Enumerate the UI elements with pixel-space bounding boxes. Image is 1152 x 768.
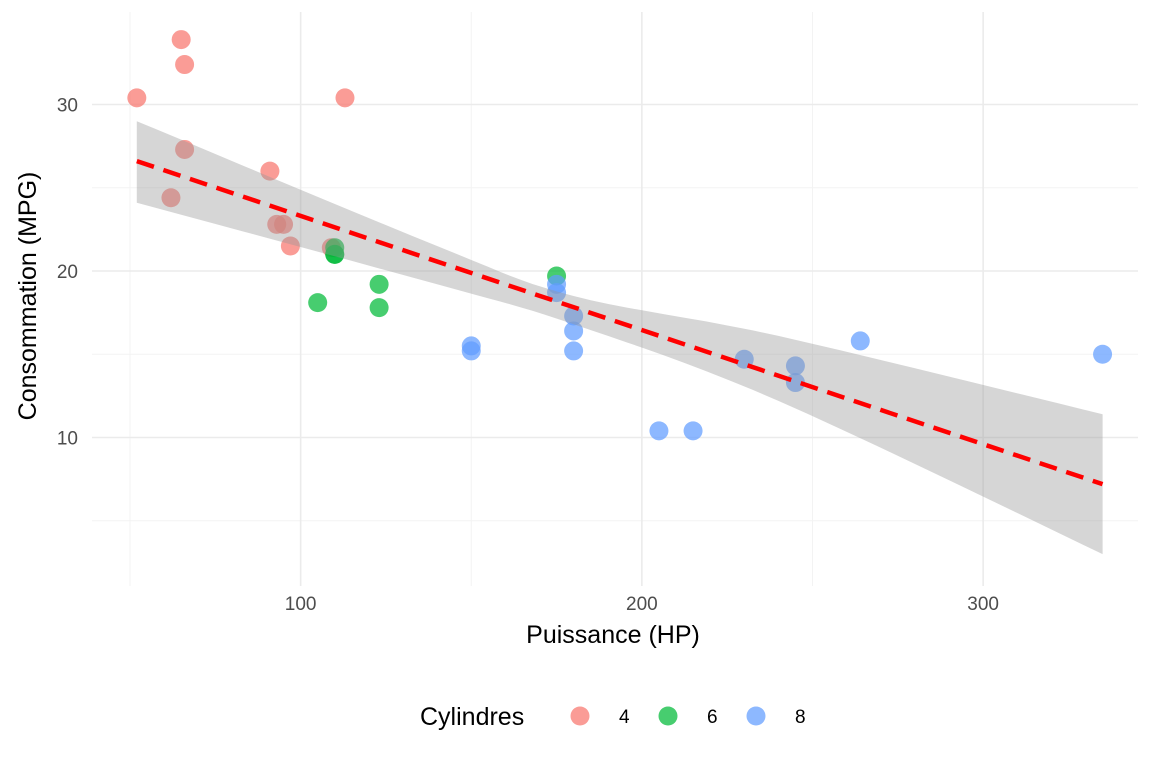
legend: Cylindres 4 6 8 — [420, 703, 806, 731]
data-point-cyl-4 — [127, 88, 147, 108]
data-point-cyl-4 — [175, 139, 195, 159]
data-point-cyl-4 — [260, 161, 280, 181]
legend-key-cyl-6 — [658, 706, 678, 726]
confidence-band-layer — [136, 121, 1103, 555]
x-tick-label: 100 — [285, 594, 317, 615]
x-axis-title: Puissance (HP) — [526, 621, 700, 649]
data-point-cyl-8 — [785, 356, 805, 376]
y-tick-label: 20 — [57, 262, 78, 283]
legend-label-cyl-8: 8 — [795, 707, 806, 728]
legend-key-cyl-4 — [570, 706, 590, 726]
data-point-cyl-4 — [274, 214, 294, 234]
data-point-cyl-6 — [308, 293, 328, 313]
x-tick-label: 200 — [626, 594, 658, 615]
data-point-cyl-6 — [369, 298, 389, 318]
confidence-band — [136, 121, 1103, 555]
legend-entries: 4 6 8 — [570, 706, 806, 728]
y-axis-ticks: 10 20 30 — [57, 96, 78, 450]
data-point-cyl-8 — [564, 341, 584, 361]
data-point-cyl-8 — [547, 274, 567, 294]
data-point-cyl-8 — [683, 421, 703, 441]
x-axis-ticks: 100 200 300 — [285, 594, 999, 615]
y-axis-title: Consommation (MPG) — [14, 172, 42, 421]
trend-line-layer — [136, 158, 1104, 487]
trend-line — [136, 158, 1104, 487]
data-point-cyl-4 — [280, 236, 300, 256]
data-point-cyl-4 — [161, 188, 181, 208]
data-point-cyl-4 — [171, 30, 191, 50]
data-point-cyl-4 — [335, 88, 355, 108]
legend-key-cyl-8 — [746, 706, 766, 726]
x-tick-label: 300 — [967, 594, 999, 615]
data-point-cyl-8 — [649, 421, 669, 441]
data-point-cyl-8 — [564, 321, 584, 341]
data-point-cyl-4 — [175, 55, 195, 75]
data-point-cyl-8 — [1093, 344, 1113, 364]
data-point-cyl-8 — [461, 341, 481, 361]
points-layer — [127, 30, 1113, 441]
y-tick-label: 30 — [57, 96, 78, 117]
grid-layer — [92, 12, 1138, 586]
legend-label-cyl-6: 6 — [707, 707, 718, 728]
y-tick-label: 10 — [57, 429, 78, 450]
legend-title: Cylindres — [420, 703, 524, 731]
data-point-cyl-8 — [850, 331, 870, 351]
data-point-cyl-6 — [369, 274, 389, 294]
data-point-cyl-8 — [564, 306, 584, 326]
legend-label-cyl-4: 4 — [619, 707, 630, 728]
data-point-cyl-6 — [325, 238, 345, 258]
